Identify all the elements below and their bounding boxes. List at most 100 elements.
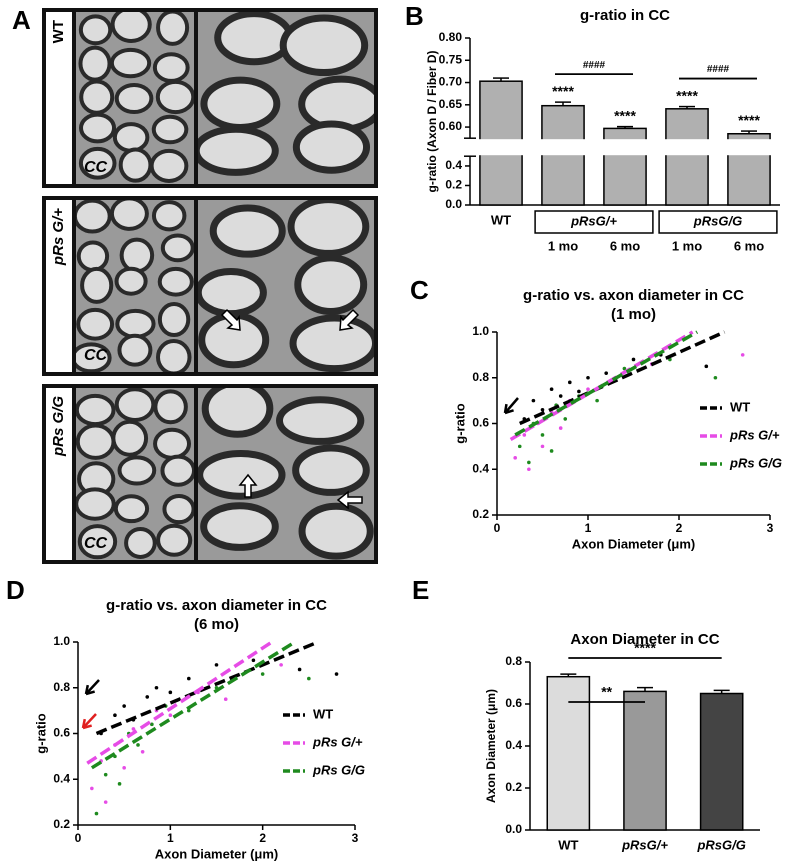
y-tick-label: 0.70 [439, 75, 463, 89]
chart-subtitle: (1 mo) [611, 306, 656, 323]
region-label: CC [84, 535, 108, 552]
scatter-point [540, 444, 545, 449]
micrograph [198, 200, 374, 372]
group-label: pRsG/+ [570, 213, 617, 228]
scatter-point [307, 676, 311, 681]
axon [298, 502, 374, 560]
axon [156, 12, 190, 46]
x-tick-label: 1 [585, 521, 592, 535]
bracket-label: #### [583, 60, 606, 71]
annotation-arrow [82, 713, 97, 729]
chart-title: Axon Diameter in CC [570, 631, 719, 648]
scatter-point [527, 460, 531, 465]
scatter-point [145, 695, 150, 699]
x-axis-label: Axon Diameter (μm) [572, 536, 696, 551]
axon [152, 52, 190, 83]
fit-line [95, 640, 319, 736]
label-strip [46, 12, 72, 184]
scatter-point [334, 672, 339, 676]
axon [153, 389, 188, 425]
scatter-point [140, 750, 145, 754]
axon [76, 393, 116, 427]
arrow [339, 308, 360, 331]
y-tick-label: 0.0 [505, 822, 522, 836]
axon [80, 266, 114, 304]
scatter-point [563, 417, 568, 421]
x-tick-label: pRsG/+ [621, 837, 668, 852]
micrograph [198, 12, 374, 184]
axon [214, 12, 294, 66]
bar [665, 108, 709, 206]
axon [160, 454, 194, 487]
scatter-point [577, 389, 581, 394]
axon [77, 524, 118, 560]
panel-label: D [6, 575, 25, 605]
y-tick-label: 0.8 [53, 680, 70, 694]
scatter-point [631, 357, 636, 362]
axon [76, 200, 112, 234]
scatter-point [740, 353, 745, 357]
scatter-point [131, 727, 136, 731]
axon [153, 427, 192, 460]
y-tick-label: 0.4 [53, 771, 70, 785]
chart-title: g-ratio vs. axon diameter in CC [106, 597, 327, 614]
y-axis-label: g-ratio [452, 403, 467, 444]
significance: **** [552, 83, 574, 99]
axon [76, 342, 112, 372]
scatter-point [136, 743, 140, 747]
scatter-point [168, 690, 173, 695]
annotation-arrowhead [84, 684, 89, 695]
region-label: CC [84, 347, 108, 364]
arrow [336, 490, 363, 510]
axon [157, 302, 191, 338]
axon [156, 523, 193, 557]
y-tick-label: 0.2 [53, 817, 70, 831]
annotation-arrow [85, 679, 100, 695]
scatter-point [568, 380, 572, 385]
axon [79, 79, 115, 115]
x-tick-label: 1 [167, 831, 174, 845]
panel-label: B [405, 1, 424, 31]
axon [109, 47, 152, 79]
axon [78, 14, 113, 46]
y-tick-label: 0.4 [472, 461, 489, 475]
legend-label: pRs G/G [729, 455, 782, 470]
axon [113, 494, 150, 524]
scatter-point [513, 456, 517, 460]
x-tick-label: 6 mo [734, 238, 764, 253]
axon [198, 125, 279, 176]
y-tick-label: 0.2 [472, 507, 489, 521]
panel-label: A [12, 5, 31, 35]
label-strip [46, 200, 72, 372]
axon [289, 314, 374, 372]
group-box [658, 210, 778, 234]
group-label: pRsG/G [693, 213, 742, 228]
micrograph [76, 200, 194, 372]
axon [292, 444, 370, 496]
axon [198, 450, 286, 500]
axon [79, 112, 117, 144]
bracket-label: ** [601, 684, 612, 700]
scatter-point [214, 663, 219, 667]
axon [156, 339, 192, 372]
axon [155, 79, 194, 115]
y-tick-label: 0.80 [439, 30, 463, 44]
scatter-point [517, 444, 522, 449]
axon [118, 147, 153, 183]
scatter-point [522, 433, 527, 437]
bracket-label: #### [707, 64, 730, 75]
axon [275, 396, 365, 445]
y-tick-label: 0.6 [53, 726, 70, 740]
legend-label: pRs G/+ [312, 734, 363, 749]
x-axis-label: Axon Diameter (μm) [155, 846, 279, 861]
axon [200, 76, 281, 131]
y-tick-label: 0.8 [505, 654, 522, 668]
axon [76, 240, 110, 273]
scatter-point [586, 387, 590, 391]
scatter-point [117, 782, 122, 786]
scatter-point [595, 398, 599, 403]
x-tick-label: WT [491, 212, 511, 227]
bar [623, 690, 667, 831]
axon [149, 148, 189, 183]
